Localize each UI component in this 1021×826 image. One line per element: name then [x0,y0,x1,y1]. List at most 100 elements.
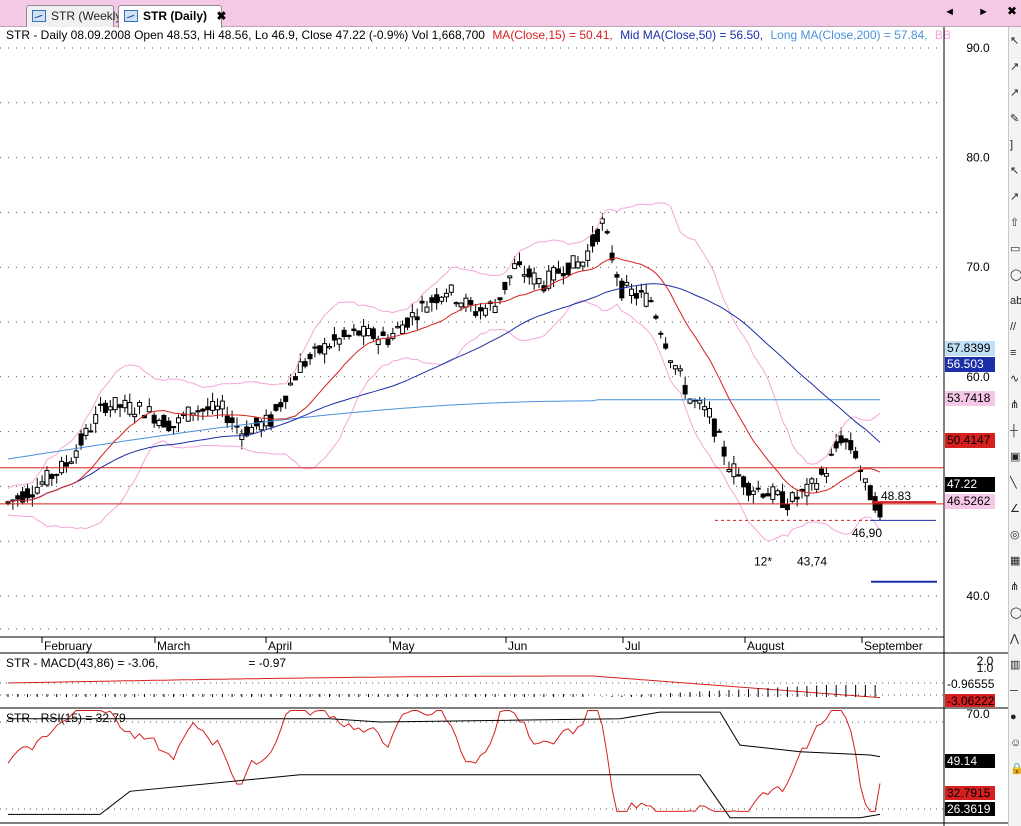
rsi-value-box [945,786,995,800]
tab-scroll-arrows[interactable]: ◄ ► [944,6,999,18]
bollinger-upper [7,202,881,490]
pen-icon[interactable]: ✎ [1010,113,1020,125]
candle [833,441,839,449]
candle [307,353,313,360]
candle [677,368,683,372]
month-label: April [268,639,292,653]
zigzag-icon[interactable]: ⋀ [1010,633,1020,645]
candle [302,361,308,367]
candle [517,261,523,266]
candle [93,414,99,424]
bb-label: BB [935,28,951,42]
grid-icon[interactable]: ▦ [1010,555,1021,567]
candle [59,460,65,474]
pitch-alt-icon[interactable]: ⋔ [1010,581,1020,593]
candle [244,426,250,437]
month-label: Jul [625,639,640,653]
long-ma-value: 57.8399 [947,341,991,355]
mid-ma-line [7,283,881,503]
candle [24,488,30,499]
candle [102,402,108,414]
candle [653,315,659,319]
candle [341,329,347,338]
ray-icon[interactable]: ↗ [1010,191,1020,203]
marker-annotation: 12* [754,554,772,568]
short-ma-value-box [945,433,995,448]
candle [137,402,143,407]
candle [619,280,625,299]
candle [531,272,537,285]
bollinger-lower [7,300,881,542]
candle [633,293,639,299]
color-icon[interactable]: ● [1010,711,1017,723]
lower-band-value: 46.5262 [947,494,991,508]
smile-icon[interactable]: ☺ [1010,737,1021,749]
candle [594,228,600,242]
candle [312,346,318,349]
candle [706,408,712,418]
regression-icon[interactable]: ╲ [1010,477,1017,489]
lock-icon[interactable]: 🔒 [1010,761,1021,777]
candle [770,486,776,500]
candle [34,486,40,494]
candle [44,470,50,486]
candle [370,328,376,339]
gann-icon[interactable]: ┼ [1010,425,1018,437]
candle [755,487,761,490]
candle [784,503,790,511]
candle [443,292,449,298]
candle [643,292,649,307]
chart-canvas[interactable]: STR - Daily 08.09.2008 Open 48.53, Hi 48… [0,27,1008,826]
candle [351,328,357,332]
bracket-icon[interactable]: ] [1010,139,1014,151]
candle [736,474,742,477]
price-tick-label: 60.0 [966,370,990,384]
price-chart[interactable]: STR - Daily 08.09.2008 Open 48.53, Hi 48… [0,27,1008,826]
box-icon[interactable]: ▣ [1010,451,1021,463]
ellipse-icon[interactable]: ◯ [1010,267,1021,283]
price-tick-label: 70.0 [966,260,990,274]
fib-icon[interactable]: ≡ [1010,347,1017,359]
cycle-icon[interactable]: ◯ [1010,605,1021,621]
candle [560,273,566,277]
upper-band-value: 53.7418 [947,391,991,405]
candle [872,496,878,511]
minus-icon[interactable]: ─ [1010,685,1018,697]
candle [356,330,362,336]
line-icon[interactable]: ↗ [1010,61,1020,73]
pitchfork-icon[interactable]: ⋔ [1010,399,1020,411]
candle [404,317,410,328]
month-label: March [157,639,190,653]
cursor-alt-icon[interactable]: ↖ [1010,165,1020,177]
angle-icon[interactable]: ∠ [1010,503,1020,515]
arrow-up-icon[interactable]: ⇧ [1010,217,1020,229]
histogram-icon[interactable]: ▥ [1010,659,1021,671]
cursor-icon[interactable]: ↖ [1010,35,1020,47]
tab-str-weekly[interactable]: STR (Weekly) [26,5,125,27]
candle [609,252,615,261]
rsi-value: 49.14 [947,754,977,768]
upper-band-value-box [945,391,995,406]
short-ma-value: 50.4147 [947,433,991,447]
channel-icon[interactable]: // [1010,321,1017,333]
long-ma-value-box [945,341,995,356]
candle [253,417,259,427]
rectangle-icon[interactable]: ▭ [1010,243,1021,255]
text-icon[interactable]: ab [1010,295,1021,307]
macd-name: STR - MACD(43,86) = -3.06, [6,656,158,670]
candle [132,413,138,418]
close-icon[interactable]: ✖ [216,9,227,23]
candle [565,262,571,275]
candle [127,401,133,415]
close-icon[interactable]: ✖ [1006,4,1017,18]
candle [672,365,678,370]
candle [15,495,21,500]
arrow-icon[interactable]: ↗ [1010,87,1020,99]
candle [502,281,508,291]
rsi-label: STR - RSI(15) = 32.79 [6,711,126,725]
spiral-icon[interactable]: ◎ [1010,529,1020,541]
wave-icon[interactable]: ∿ [1010,373,1020,385]
candle [638,290,644,293]
chart-header: STR - Daily 08.09.2008 Open 48.53, Hi 48… [6,28,951,42]
tab-str-daily[interactable]: STR (Daily) ✖ [118,5,226,28]
